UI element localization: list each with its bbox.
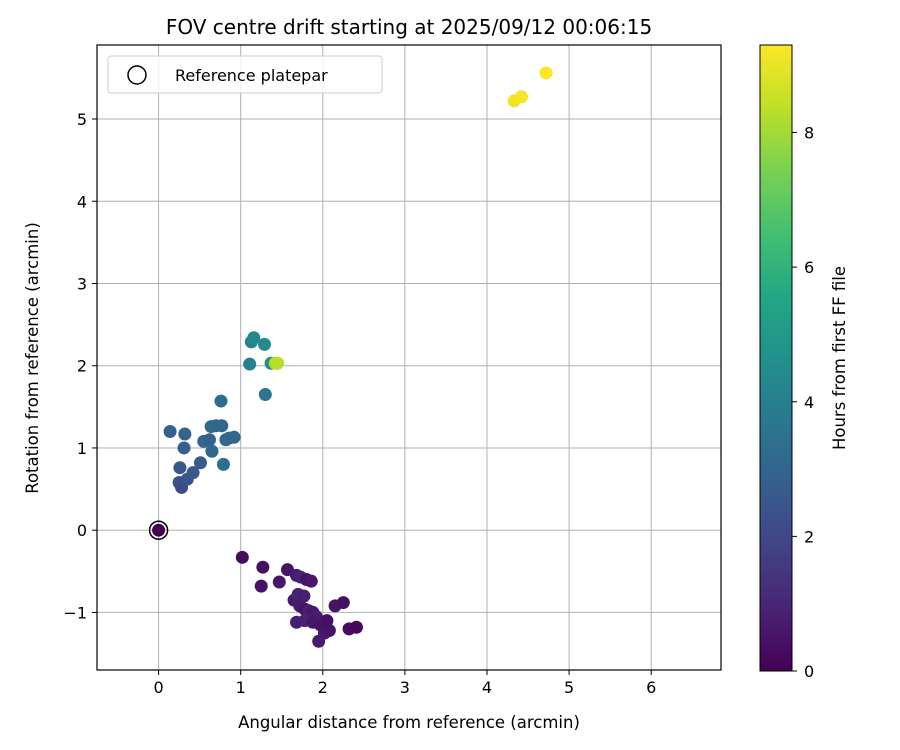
colorbar-ticks: 0 2 4 6 8 xyxy=(792,124,814,681)
plot-background xyxy=(97,45,721,670)
scatter-point xyxy=(247,331,261,345)
y-tick-label: 4 xyxy=(77,192,87,211)
scatter-point xyxy=(320,614,334,628)
scatter-point xyxy=(254,579,268,593)
x-tick-label: 6 xyxy=(646,678,656,697)
scatter-point xyxy=(297,589,311,603)
legend-marker-icon xyxy=(127,65,147,85)
y-tick-label: 2 xyxy=(77,357,87,376)
y-tick-label: −1 xyxy=(63,603,87,622)
y-axis-ticks: −1 0 1 2 3 4 5 xyxy=(63,110,97,622)
x-tick-label: 5 xyxy=(564,678,574,697)
scatter-point xyxy=(214,394,228,408)
scatter-point xyxy=(256,560,270,574)
legend-entry-reference-platepar: Reference platepar xyxy=(175,66,328,85)
scatter-point xyxy=(539,66,553,80)
scatter-point xyxy=(304,574,318,588)
scatter-point xyxy=(152,523,166,537)
colorbar: 0 2 4 6 8 Hours from first FF file xyxy=(759,44,849,681)
scatter-point xyxy=(271,356,285,370)
y-tick-label: 1 xyxy=(77,439,87,458)
reference-platepar-marker xyxy=(148,520,169,540)
y-axis-label: Rotation from reference (arcmin) xyxy=(23,222,42,494)
colorbar-tick-label: 6 xyxy=(804,258,814,277)
plot-frame xyxy=(96,44,722,671)
scatter-points xyxy=(152,66,553,648)
scatter-point xyxy=(177,441,191,455)
scatter-point xyxy=(235,550,249,564)
x-tick-label: 2 xyxy=(318,678,328,697)
x-axis-label: Angular distance from reference (arcmin) xyxy=(238,713,580,732)
scatter-point xyxy=(193,456,207,470)
scatter-point xyxy=(272,575,286,589)
colorbar-gradient xyxy=(759,44,793,672)
x-tick-label: 0 xyxy=(153,678,163,697)
legend-box xyxy=(107,55,383,94)
colorbar-tick-label: 8 xyxy=(804,124,814,143)
scatter-point xyxy=(257,337,271,351)
scatter-point xyxy=(178,427,192,441)
colorbar-label: Hours from first FF file xyxy=(830,266,849,450)
plot-area xyxy=(96,44,722,671)
chart-title: FOV centre drift starting at 2025/09/12 … xyxy=(166,15,652,39)
scatter-point xyxy=(514,90,528,104)
scatter-point xyxy=(336,596,350,610)
scatter-point xyxy=(322,624,336,638)
scatter-point xyxy=(216,457,230,471)
scatter-point xyxy=(243,357,257,371)
y-tick-label: 5 xyxy=(77,110,87,129)
scatter-point xyxy=(173,461,187,475)
scatter-point xyxy=(349,620,363,634)
y-tick-label: 3 xyxy=(77,274,87,293)
colorbar-tick-label: 0 xyxy=(804,662,814,681)
scatter-point xyxy=(186,466,200,480)
x-tick-label: 3 xyxy=(400,678,410,697)
x-tick-label: 4 xyxy=(482,678,492,697)
scatter-point xyxy=(227,430,241,444)
scatter-point xyxy=(202,433,216,447)
scatter-point xyxy=(215,419,229,433)
scatter-point xyxy=(205,444,219,458)
grid-lines xyxy=(97,45,721,670)
y-tick-label: 0 xyxy=(77,521,87,540)
scatter-point xyxy=(312,634,326,648)
scatter-point xyxy=(258,388,272,402)
colorbar-tick-label: 4 xyxy=(804,393,814,412)
colorbar-tick-label: 2 xyxy=(804,527,814,546)
scatter-point xyxy=(163,425,177,439)
x-axis-ticks: 0 1 2 3 4 5 6 xyxy=(153,670,656,697)
x-tick-label: 1 xyxy=(236,678,246,697)
legend: Reference platepar xyxy=(107,55,383,94)
